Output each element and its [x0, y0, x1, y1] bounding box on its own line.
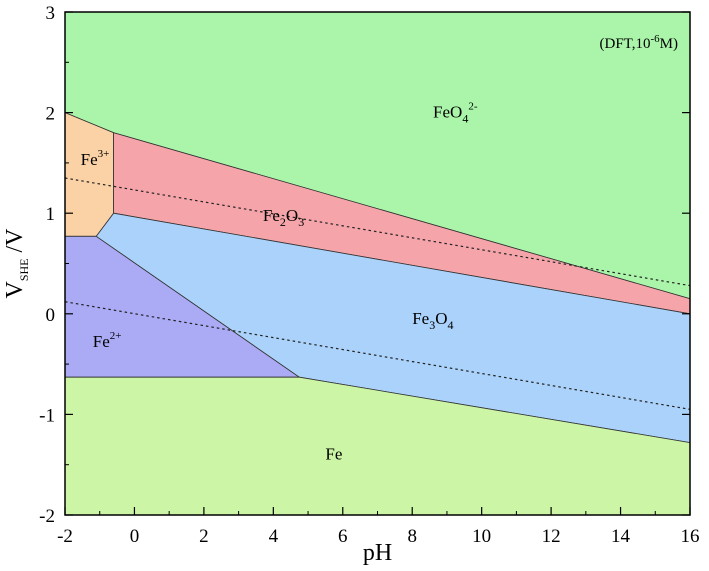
y-axis-title-main: V: [2, 281, 28, 299]
water-line-h-h2: [64, 301, 691, 410]
x-axis-title: pH: [363, 540, 392, 566]
y-tick-label-5: 3: [46, 3, 56, 24]
y-tick-label-0: -2: [39, 506, 55, 527]
x-tick-label-9: 16: [681, 526, 700, 547]
annotation-tail: M): [660, 36, 678, 52]
x-tick-label-4: 6: [338, 526, 348, 547]
x-tick-label-0: -2: [57, 526, 73, 547]
y-tick-label-4: 2: [46, 104, 56, 125]
y-axis-title-tail: /V: [2, 228, 28, 259]
x-tick-label-2: 2: [199, 526, 209, 547]
annotation-main: (DFT,10: [600, 36, 651, 52]
region-label-fe2: Fe2+: [93, 330, 122, 351]
y-tick-label-3: 1: [46, 204, 56, 225]
x-tick-label-3: 4: [269, 526, 279, 547]
dft-annotation: (DFT,10-6M): [600, 33, 679, 52]
region-label-fe3o4: Fe3O4: [412, 309, 453, 332]
x-tick-label-5: 8: [407, 526, 417, 547]
region-labels-layer: FeO42- Fe3+ Fe2O3 Fe2+ Fe3O4 Fe: [81, 101, 478, 464]
x-tick-label-8: 14: [611, 526, 631, 547]
region-label-fe: Fe: [325, 445, 342, 464]
x-tick-label-1: 0: [130, 526, 140, 547]
y-tick-label-2: 0: [46, 305, 56, 326]
region-fe3: [64, 112, 114, 237]
x-tick-label-7: 12: [542, 526, 561, 547]
region-label-feo4-2: FeO42-: [433, 101, 478, 126]
water-line-o2-h2o: [64, 177, 691, 287]
y-tick-label-1: -1: [39, 405, 55, 426]
x-tick-label-6: 10: [472, 526, 491, 547]
annotation-superscript: -6: [650, 33, 660, 45]
regions-layer: [64, 11, 691, 516]
water-lines-layer: [64, 177, 691, 410]
y-axis-title: VSHE /V: [2, 228, 31, 299]
y-axis-title-subscript: SHE: [17, 258, 31, 281]
region-label-fe3: Fe3+: [81, 148, 110, 169]
region-label-fe2o3: Fe2O3: [263, 206, 304, 229]
